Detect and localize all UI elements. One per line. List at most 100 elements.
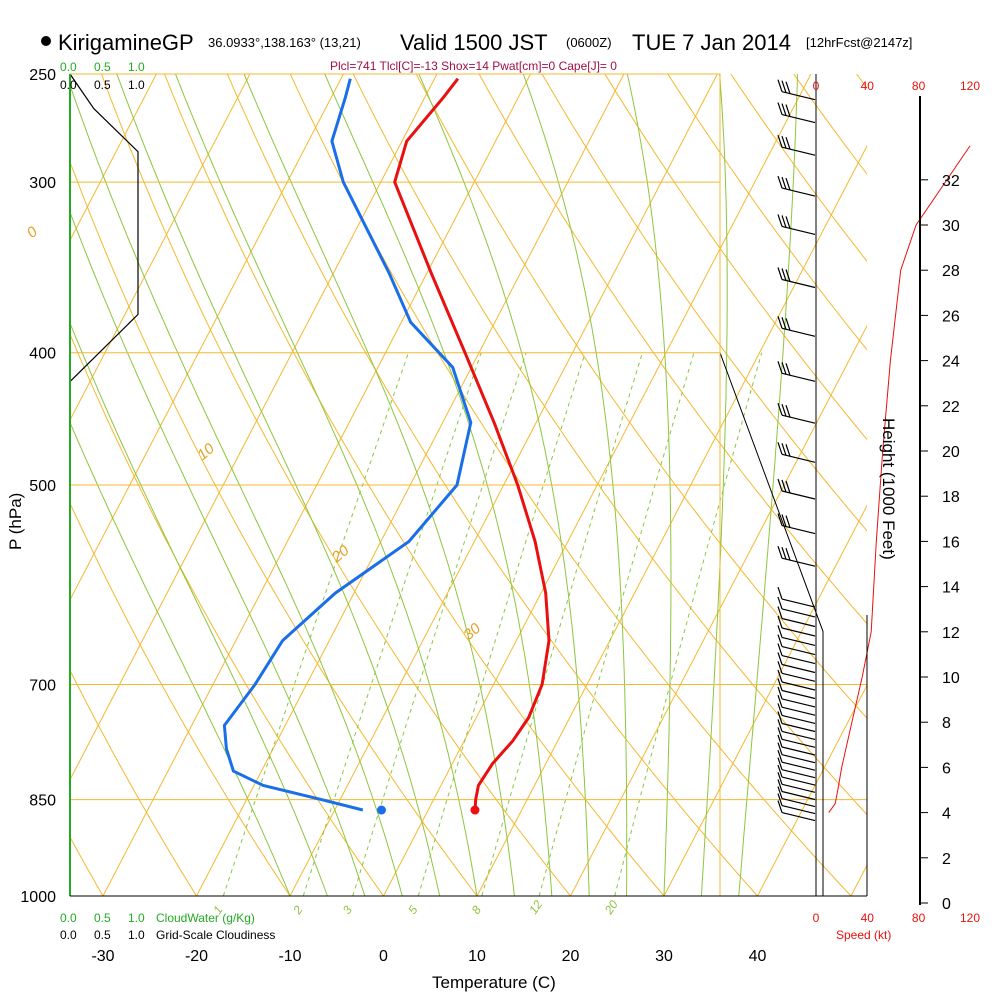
- mixing-ratio-line: [222, 352, 409, 896]
- station-coords: 36.0933°,138.163° (13,21): [208, 35, 361, 50]
- wind-barb-flag: [777, 772, 783, 785]
- mixing-ratio-label: 3: [340, 903, 355, 917]
- dry-adiabat-label: 10: [194, 440, 218, 464]
- dry-adiabat-line: [541, 74, 867, 532]
- wind-barb: [781, 91, 816, 101]
- moist-adiabat-line: [70, 210, 366, 896]
- wind-barb-flag: [785, 480, 791, 494]
- mixing-ratio-label: 12: [526, 897, 545, 916]
- pressure-tick-label: 1000: [20, 889, 56, 906]
- pressure-tick-label: 700: [29, 678, 56, 695]
- wind-barb: [781, 636, 816, 646]
- moist-adiabat-line: [70, 421, 291, 896]
- pressure-axis-ticks: 250 300 400 500 700 850 1000: [20, 67, 56, 906]
- mixing-ratio-line: [302, 352, 482, 896]
- dry-adiabat-line: [70, 160, 478, 896]
- wind-barb-flag: [777, 711, 783, 724]
- height-tick-label: 14: [942, 580, 960, 597]
- dry-adiabat-line: [604, 74, 867, 441]
- wind-barb-flag: [781, 317, 787, 330]
- height-tick-label: 32: [942, 173, 960, 190]
- pressure-tick-label: 500: [29, 478, 56, 495]
- moist-adiabat-line: [700, 74, 728, 896]
- valid-date: TUE 7 Jan 2014: [632, 30, 791, 55]
- cw-top-tick-2: 1.0: [128, 60, 145, 74]
- wind-barb-flag: [777, 703, 783, 716]
- speed-axis-title: Speed (kt): [836, 928, 891, 942]
- temperature-tick-label: -10: [278, 948, 301, 965]
- wind-barb: [781, 646, 816, 656]
- cloudiness-profile: [69, 73, 139, 383]
- height-tick-label: 2: [942, 851, 951, 868]
- wind-barb: [781, 746, 816, 756]
- wind-barb: [781, 453, 816, 463]
- wind-barb-flag: [777, 686, 783, 700]
- dry-adiabat-line: [70, 333, 385, 896]
- wind-barbs: [777, 79, 816, 822]
- wind-barb-flag: [781, 514, 787, 527]
- dry-adiabat-line: [478, 74, 867, 625]
- wind-barb-flag: [777, 625, 783, 638]
- wind-barb: [781, 490, 816, 500]
- temperature-tick-label: -20: [185, 948, 208, 965]
- mixing-ratio-label: 2: [290, 903, 306, 918]
- wind-barb-flag: [777, 442, 783, 455]
- moist-adiabat-line: [324, 74, 553, 896]
- surface-temperature-marker: [470, 805, 480, 815]
- height-tick-label: 12: [942, 625, 960, 642]
- speed-bottom-tick-label: 40: [861, 911, 875, 925]
- height-tick-label: 28: [942, 263, 960, 280]
- wind-speed-profile: [828, 145, 971, 813]
- dry-adiabat-label: 0: [24, 223, 42, 242]
- wind-barb: [781, 698, 816, 708]
- height-tick-label: 6: [942, 760, 951, 777]
- wind-barb: [781, 738, 816, 748]
- wind-barb: [781, 783, 816, 793]
- wind-barb-flag: [785, 318, 791, 331]
- wind-barb-flag: [777, 102, 783, 115]
- speed-bottom-tick-label: 120: [960, 911, 980, 925]
- wind-barb: [781, 627, 816, 637]
- isotherm-line: [70, 74, 251, 422]
- cloudiness-line: [69, 73, 139, 383]
- wind-barb-flag: [777, 669, 783, 683]
- height-tick-label: 18: [942, 489, 960, 506]
- dry-adiabat-line: [289, 74, 852, 896]
- dry-adiabat-line: [100, 74, 572, 896]
- wind-barb-flag: [777, 719, 783, 732]
- moist-adiabat-line: [738, 74, 798, 896]
- speed-top-tick-label: 40: [861, 79, 875, 93]
- dry-adiabat-line: [226, 74, 759, 896]
- wind-barb: [781, 414, 816, 424]
- wind-barb: [781, 812, 816, 822]
- wind-barb: [781, 557, 816, 567]
- dry-adiabat-line: [667, 74, 867, 351]
- sounding-indices: Plcl=741 Tlcl[C]=-13 Shox=14 Pwat[cm]=0 …: [330, 59, 617, 73]
- wind-barb: [781, 672, 816, 682]
- temperature-tick-label: 30: [655, 948, 673, 965]
- speed-top-tick-label: 80: [912, 79, 926, 93]
- valid-utc: (0600Z): [566, 35, 612, 50]
- wind-barb: [781, 617, 816, 628]
- dry-adiabat-label: 20: [328, 542, 353, 567]
- wind-barb-flag: [785, 515, 791, 528]
- isotherm-line: [569, 324, 867, 896]
- wind-barb-flag: [777, 79, 783, 92]
- mixing-ratio-label: 20: [601, 897, 621, 917]
- wind-barb-flag: [777, 175, 783, 189]
- wind-barb-flag: [777, 661, 783, 674]
- wind-barb-flag: [777, 643, 783, 656]
- wind-barb-flag: [785, 405, 791, 418]
- height-tick-label: 26: [942, 308, 960, 325]
- wind-barb-flag: [777, 652, 783, 665]
- temperature-tick-label: 10: [468, 948, 486, 965]
- temperature-tick-label: 0: [379, 948, 388, 965]
- wind-barb-flag: [777, 734, 783, 748]
- wind-barb: [781, 722, 816, 733]
- wind-barb: [781, 114, 816, 124]
- moist-adiabat-line: [418, 74, 590, 896]
- dry-adiabat-line: [70, 669, 198, 896]
- cl-bottom-tick-1: 0.5: [94, 928, 111, 942]
- wind-barb-flag: [781, 215, 787, 228]
- mixing-ratio-line: [481, 352, 643, 896]
